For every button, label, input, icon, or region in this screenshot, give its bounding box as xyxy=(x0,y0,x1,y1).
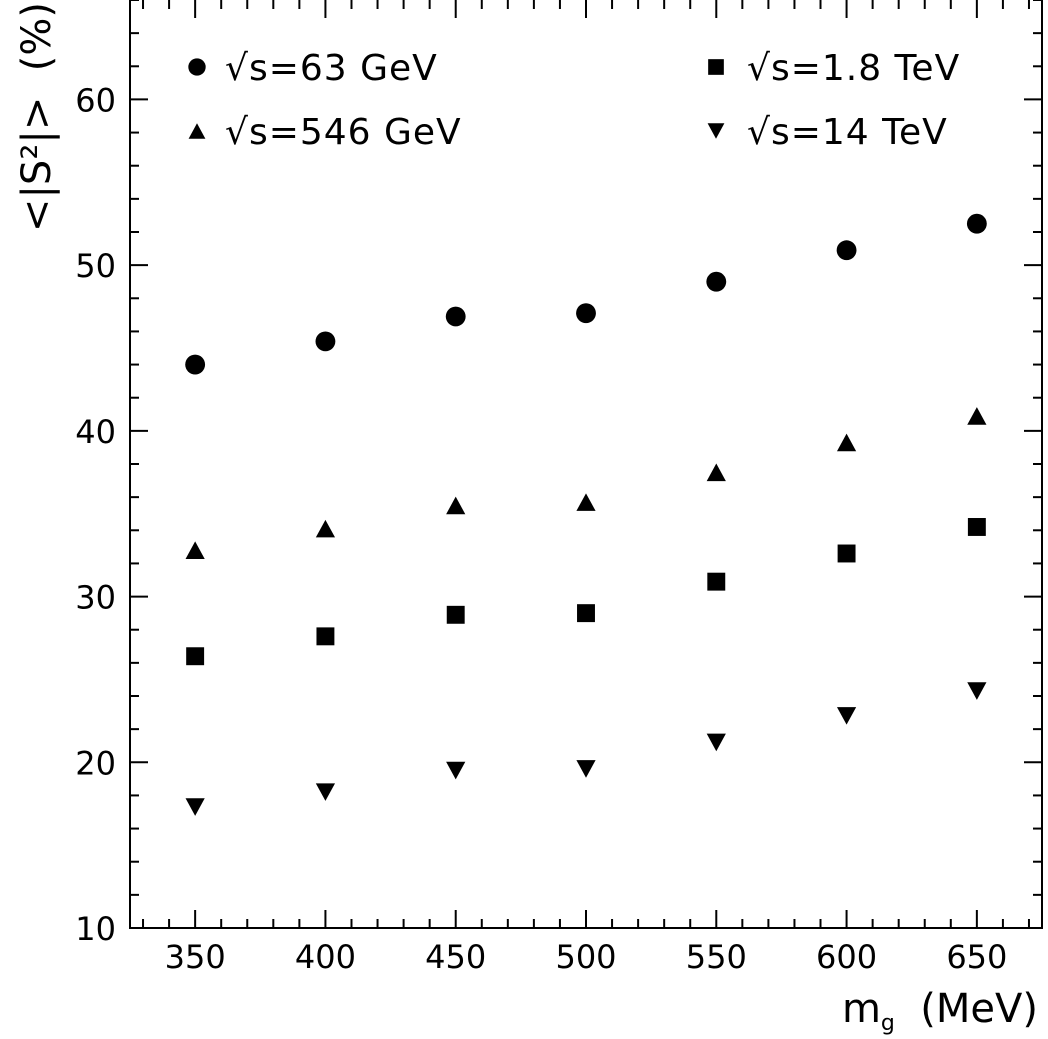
x-tick-label: 400 xyxy=(295,938,356,976)
x-axis-label-subscript: g xyxy=(881,1011,895,1036)
data-point-triangle-up xyxy=(185,541,205,559)
x-tick-label: 450 xyxy=(425,938,486,976)
data-point-square xyxy=(967,518,986,536)
legend-marker-triangle-up xyxy=(188,123,206,139)
y-tick-label: 40 xyxy=(75,413,116,451)
data-point-circle xyxy=(706,271,727,292)
legend-label: √s=14 TeV xyxy=(747,112,948,153)
legend-label: √s=63 GeV xyxy=(225,48,438,89)
data-point-circle xyxy=(576,303,596,324)
data-points xyxy=(185,213,987,816)
x-axis-label: mg (MeV) xyxy=(842,986,1038,1036)
data-point-circle xyxy=(315,331,336,352)
x-axis-label-unit: (MeV) xyxy=(895,986,1038,1032)
data-point-triangle-up xyxy=(576,493,596,511)
legend-marker-triangle-down xyxy=(707,123,725,139)
y-tick-label: 30 xyxy=(75,579,116,617)
data-point-triangle-down xyxy=(576,760,596,778)
y-tick-label: 20 xyxy=(75,744,116,782)
data-point-triangle-up xyxy=(706,463,726,482)
legend-label: √s=546 GeV xyxy=(225,112,462,153)
data-point-square xyxy=(837,544,856,563)
y-tick-label: 50 xyxy=(75,247,116,285)
data-point-triangle-down xyxy=(315,783,336,801)
data-point-square xyxy=(707,572,726,591)
data-point-triangle-up xyxy=(836,433,857,452)
data-point-triangle-down xyxy=(836,707,857,725)
data-point-triangle-up xyxy=(315,519,336,538)
data-point-circle xyxy=(836,240,857,261)
tick-labels: 350 400 450 500 550 600 650 10 20 30 40 50 60 xyxy=(75,81,1007,976)
y-axis-label: <|S²|> (%) xyxy=(14,2,60,232)
data-point-triangle-down xyxy=(706,733,726,752)
x-axis-label-main: m xyxy=(842,986,881,1032)
data-point-triangle-up xyxy=(446,496,466,515)
legend-marker-circle xyxy=(188,58,206,76)
data-point-triangle-down xyxy=(967,682,987,700)
legend: √s=63 GeV √s=546 GeV √s=1.8 TeV √s=14 TeV xyxy=(188,48,960,153)
x-tick-label: 350 xyxy=(165,938,226,976)
legend-marker-square xyxy=(708,59,724,75)
data-point-square xyxy=(186,647,205,666)
data-point-square xyxy=(316,627,335,646)
data-point-triangle-down xyxy=(446,761,466,780)
data-point-triangle-down xyxy=(185,798,205,816)
data-point-circle xyxy=(185,354,206,375)
x-tick-label: 500 xyxy=(555,938,616,976)
x-tick-label: 650 xyxy=(946,938,1007,976)
y-tick-label: 60 xyxy=(75,81,116,119)
data-point-circle xyxy=(966,213,987,234)
plot-frame xyxy=(129,0,1043,929)
legend-label: √s=1.8 TeV xyxy=(747,48,960,89)
x-tick-label: 600 xyxy=(816,938,877,976)
data-point-circle xyxy=(445,306,466,327)
y-tick-label: 10 xyxy=(75,910,116,948)
data-point-triangle-up xyxy=(967,407,987,425)
axis-ticks xyxy=(130,0,1042,929)
x-tick-label: 550 xyxy=(686,938,747,976)
data-point-square xyxy=(577,604,595,623)
data-point-square xyxy=(446,605,465,624)
